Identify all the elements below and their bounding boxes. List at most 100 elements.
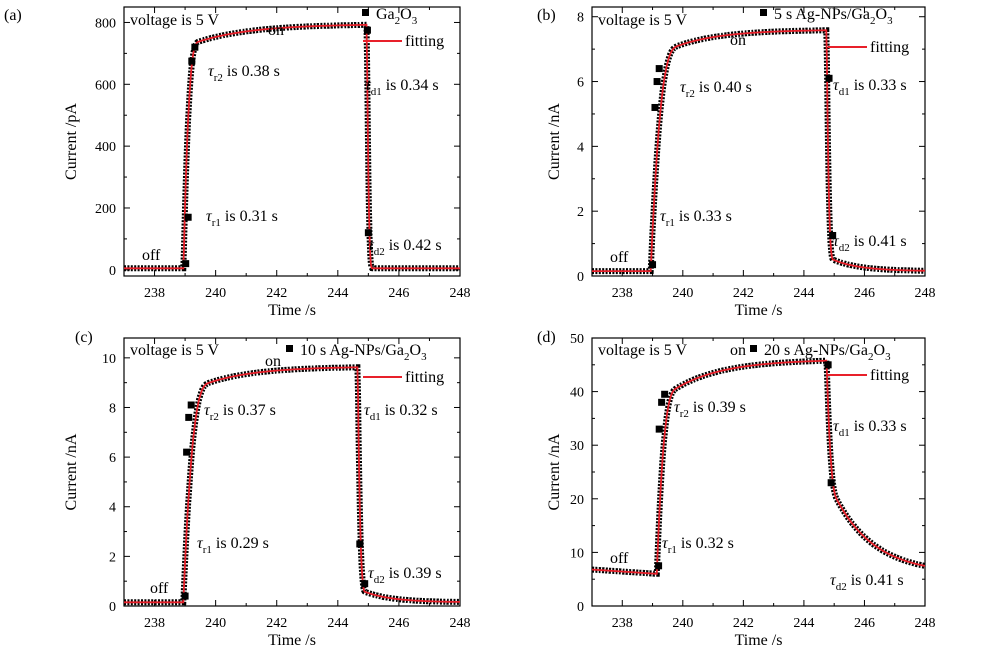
tau-d2-annotation: τd2 is 0.42 s (368, 237, 442, 258)
tau-r1-annotation: τr1 is 0.31 s (206, 208, 278, 229)
x-tick-label: 246 (854, 286, 875, 301)
y-axis-label: Current /nA (546, 103, 563, 180)
y-tick-label: 2 (109, 550, 116, 565)
data-point (829, 231, 837, 239)
voltage-label: voltage is 5 V (130, 342, 219, 359)
tau-r2-annotation: τr2 is 0.39 s (674, 399, 746, 420)
y-tick-label: 40 (570, 386, 584, 401)
x-tick-label: 248 (450, 616, 471, 631)
tau-d1-annotation: τd1 is 0.33 s (833, 77, 907, 98)
data-point (191, 43, 199, 51)
legend: 10 s Ag-NPs/Ga2O3 fitting (286, 342, 444, 386)
y-axis-label: Current /nA (546, 433, 563, 510)
data-point (655, 562, 663, 570)
x-tick-label: 244 (327, 286, 348, 301)
y-tick-label: 20 (570, 493, 584, 508)
x-tick-label: 240 (205, 616, 226, 631)
data-point (825, 74, 833, 82)
x-axis-label: Time /s (735, 302, 783, 319)
data-point (651, 103, 659, 111)
off-label: off (150, 580, 169, 597)
panel-letter: (d) (537, 329, 556, 346)
data-point (827, 479, 835, 487)
legend-fit-label: fitting (870, 367, 909, 384)
x-axis-label: Time /s (268, 632, 316, 649)
y-tick-label: 30 (570, 439, 584, 454)
y-tick-label: 8 (109, 401, 116, 416)
legend: 20 s Ag-NPs/Ga2O3 fitting (750, 342, 909, 384)
data-point (655, 65, 663, 73)
data-point (661, 390, 669, 398)
y-tick-label: 800 (95, 16, 116, 31)
on-label: on (730, 342, 746, 359)
tau-d1-annotation: τd1 is 0.32 s (364, 402, 438, 423)
y-tick-label: 4 (109, 501, 116, 516)
y-tick-label: 6 (577, 76, 584, 91)
tau-d2-annotation: τd2 is 0.41 s (833, 233, 907, 254)
y-tick-label: 600 (95, 78, 116, 93)
x-axis-label: Time /s (735, 632, 783, 649)
y-tick-label: 10 (102, 352, 116, 367)
tau-d1-annotation: τd1 is 0.33 s (833, 418, 907, 439)
tau-d2-annotation: τd2 is 0.39 s (368, 565, 442, 586)
fitting-line (124, 366, 460, 604)
plot-frame (123, 6, 461, 277)
voltage-label: voltage is 5 V (598, 342, 687, 359)
y-axis-label: Current /nA (63, 433, 80, 510)
legend-fit-label: fitting (870, 39, 909, 56)
y-tick-label: 0 (109, 264, 116, 279)
data-point (181, 592, 189, 600)
tau-r1-annotation: τr1 is 0.33 s (660, 208, 732, 229)
tau-r2-annotation: τr2 is 0.38 s (208, 63, 280, 84)
tau-d1-annotation: τd1 is 0.34 s (365, 77, 439, 98)
tau-r1-annotation: τr1 is 0.29 s (197, 535, 269, 556)
legend-marker (362, 9, 369, 16)
fitting-line (592, 359, 925, 575)
legend-fit-label: fitting (405, 369, 444, 386)
legend-series-label: 5 s Ag-NPs/Ga2O3 (774, 6, 893, 27)
voltage-label: voltage is 5 V (598, 12, 687, 29)
y-tick-label: 400 (95, 140, 116, 155)
y-tick-label: 8 (577, 11, 584, 26)
legend-marker (286, 345, 293, 352)
measured-data-series (124, 21, 460, 272)
legend-marker (750, 345, 757, 352)
x-tick-label: 244 (793, 616, 814, 631)
tau-r2-annotation: τr2 is 0.40 s (680, 79, 752, 100)
y-tick-label: 0 (577, 270, 584, 285)
x-tick-label: 242 (733, 616, 754, 631)
legend-series-label: 10 s Ag-NPs/Ga2O3 (300, 342, 427, 363)
data-point (658, 398, 666, 406)
off-label: off (610, 249, 629, 266)
tau-r2-annotation: τr2 is 0.37 s (204, 402, 276, 423)
tau-d2-annotation: τd2 is 0.41 s (830, 572, 904, 593)
data-point (361, 580, 369, 588)
y-tick-label: 0 (109, 600, 116, 615)
x-tick-label: 242 (266, 286, 287, 301)
plot-frame (591, 6, 926, 277)
x-tick-label: 240 (672, 616, 693, 631)
tau-r1-annotation: τr1 is 0.32 s (662, 535, 734, 556)
x-tick-label: 248 (915, 616, 936, 631)
panel-a: 238 240 242 244 246 248 0 200 400 600 800 Time /s Cu… (4, 6, 471, 319)
fitting-line (592, 29, 925, 272)
data-point (187, 401, 195, 409)
y-tick-label: 4 (577, 140, 584, 155)
legend-fit-label: fitting (405, 33, 444, 50)
x-tick-label: 242 (733, 286, 754, 301)
y-tick-label: 2 (577, 205, 584, 220)
x-tick-label: 238 (144, 286, 165, 301)
x-tick-label: 238 (612, 616, 633, 631)
fitting-line (124, 23, 460, 270)
panel-letter: (c) (75, 329, 93, 346)
data-point (649, 261, 657, 269)
legend-marker (760, 9, 767, 16)
y-tick-label: 10 (570, 546, 584, 561)
x-tick-label: 240 (672, 286, 693, 301)
data-point (182, 260, 190, 268)
x-tick-label: 238 (144, 616, 165, 631)
plot-frame (123, 337, 461, 607)
panel-letter: (a) (4, 7, 22, 24)
